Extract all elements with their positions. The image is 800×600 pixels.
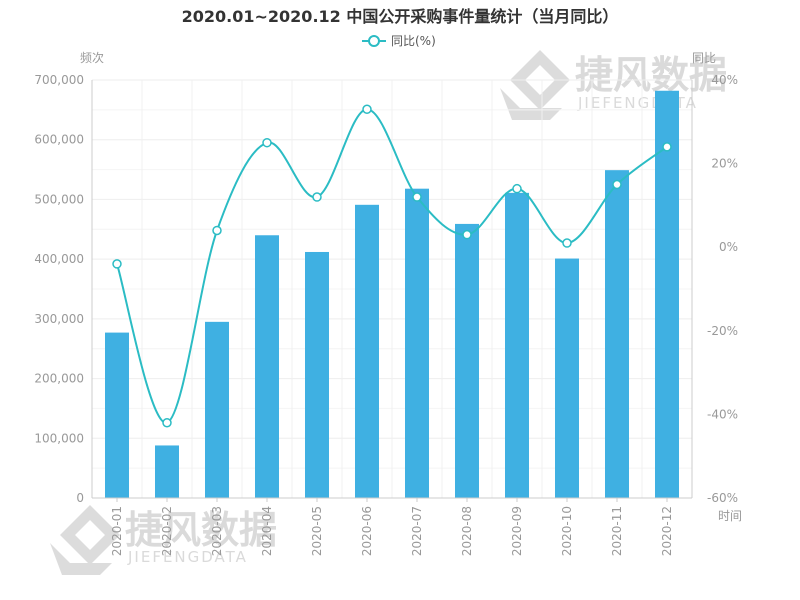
line-point-2020-09[interactable] — [512, 183, 522, 194]
line-point-2020-01[interactable] — [112, 259, 122, 269]
watermark-sub: JIEFENGDATA — [127, 548, 248, 566]
y-tick-left: 100,000 — [34, 431, 84, 445]
bar-2020-01[interactable] — [105, 332, 129, 498]
bar-2020-05[interactable] — [305, 251, 329, 498]
watermark-name: 捷风数据 — [125, 508, 277, 552]
y-tick-left: 500,000 — [34, 192, 84, 206]
bar-2020-11[interactable] — [605, 170, 629, 498]
line-point-2020-03[interactable] — [212, 225, 222, 236]
bar-2020-12[interactable] — [655, 90, 679, 499]
y-tick-left: 600,000 — [34, 133, 84, 147]
y-tick-right: 40% — [711, 73, 738, 87]
x-tick-2020-11: 2020-11 — [610, 506, 624, 556]
y-tick-right: 0% — [719, 240, 738, 254]
bar-2020-10[interactable] — [555, 258, 579, 498]
watermark-logo-icon — [50, 505, 120, 575]
y-tick-right: -20% — [707, 324, 738, 338]
x-tick-2020-03: 2020-03 — [210, 506, 224, 556]
y-tick-left: 300,000 — [34, 312, 84, 326]
bar-2020-09[interactable] — [505, 192, 529, 499]
x-axis-label: 时间 — [718, 509, 742, 523]
credit-text: 知乎 @招投标知道分享 — [536, 560, 732, 582]
y-tick-right: -40% — [707, 407, 738, 421]
x-tick-2020-06: 2020-06 — [360, 506, 374, 556]
x-tick-2020-07: 2020-07 — [410, 506, 424, 556]
y-tick-left: 700,000 — [34, 73, 84, 87]
line-point-2020-07[interactable] — [412, 192, 422, 202]
line-point-2020-12[interactable] — [662, 142, 672, 152]
x-tick-2020-09: 2020-09 — [510, 506, 524, 556]
watermark-name: 捷风数据 — [575, 53, 727, 97]
y-axis-right-label: 同比 — [692, 51, 716, 65]
x-tick-2020-05: 2020-05 — [310, 506, 324, 556]
chart-title: 2020.01~2020.12 中国公开采购事件量统计（当月同比） — [182, 7, 619, 26]
line-series — [112, 104, 672, 428]
legend-marker-icon — [368, 35, 380, 47]
line-point-2020-11[interactable] — [612, 179, 622, 190]
legend-label: 同比(%) — [391, 34, 436, 48]
line-point-2020-05[interactable] — [312, 192, 322, 202]
bar-2020-08[interactable] — [455, 223, 479, 498]
bar-series — [105, 90, 679, 499]
bar-2020-03[interactable] — [205, 321, 229, 498]
grid — [91, 79, 693, 499]
watermark-bottom: 捷风数据 JIEFENGDATA — [50, 505, 277, 575]
bar-2020-02[interactable] — [155, 445, 179, 498]
x-tick-2020-12: 2020-12 — [660, 506, 674, 556]
x-tick-2020-04: 2020-04 — [260, 506, 274, 556]
y-tick-right: 20% — [711, 157, 738, 171]
watermark-sub: JIEFENGDATA — [577, 94, 698, 112]
x-tick-2020-02: 2020-02 — [160, 506, 174, 556]
x-tick-2020-08: 2020-08 — [460, 506, 474, 556]
line-point-2020-06[interactable] — [362, 104, 372, 115]
x-tick-2020-10: 2020-10 — [560, 506, 574, 556]
y-tick-left: 0 — [76, 491, 84, 505]
legend[interactable]: 同比(%) — [362, 34, 436, 48]
bar-2020-06[interactable] — [355, 204, 379, 498]
line-point-2020-10[interactable] — [562, 238, 572, 248]
line-point-2020-02[interactable] — [162, 418, 172, 428]
x-tick-2020-01: 2020-01 — [110, 506, 124, 556]
line-point-2020-04[interactable] — [262, 137, 272, 148]
y-tick-left: 200,000 — [34, 372, 84, 386]
line-point-2020-08[interactable] — [462, 229, 472, 240]
y-tick-right: -60% — [707, 491, 738, 505]
axes: 0 100,000 200,000 300,000 400,000 500,000 600,… — [34, 73, 738, 556]
bar-2020-04[interactable] — [255, 235, 279, 498]
y-tick-left: 400,000 — [34, 252, 84, 266]
bar-2020-07[interactable] — [405, 188, 429, 498]
y-axis-left-label: 频次 — [80, 51, 104, 65]
